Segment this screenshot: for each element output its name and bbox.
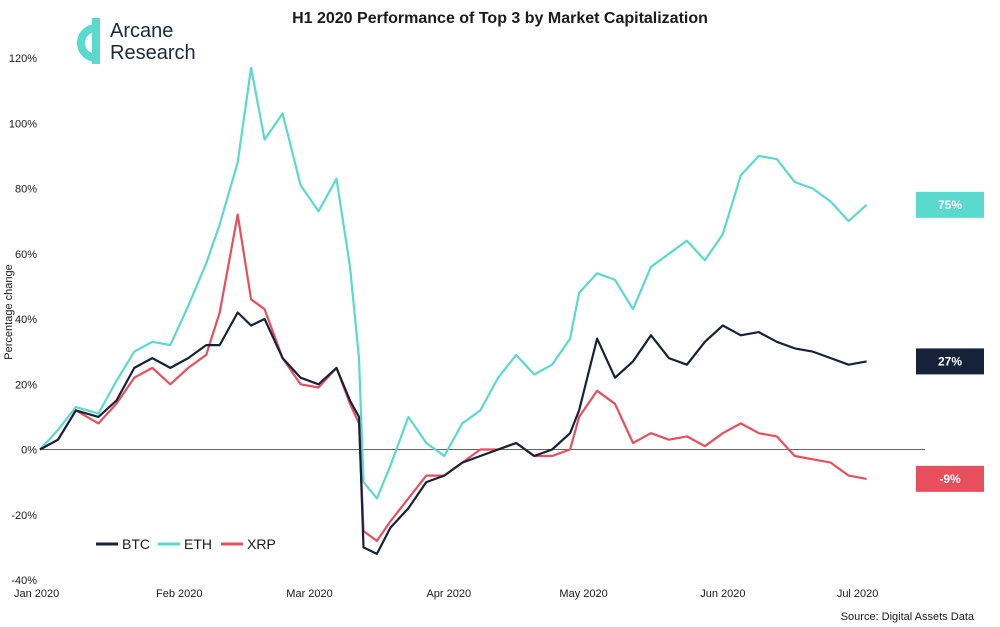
y-tick-label: 40% (15, 314, 37, 326)
series-line-btc (39, 311, 867, 556)
legend: BTC ETH XRP (96, 536, 276, 552)
end-badge-eth (916, 191, 984, 218)
end-badge-xrp (916, 465, 984, 492)
y-tick-label: -40% (11, 575, 37, 587)
y-tick-label: -20% (11, 510, 37, 522)
x-tick-label: Jun 2020 (700, 588, 745, 600)
chart-title: H1 2020 Performance of Top 3 by Market C… (292, 10, 708, 27)
end-badge-label-eth: 75% (938, 198, 962, 212)
y-tick-label: 0% (21, 445, 37, 457)
series-line-eth (39, 66, 868, 500)
end-badge-btc (916, 348, 984, 375)
end-label-badges: 27% 75% -9% (916, 191, 984, 492)
x-tick-labels: Jan 2020 Feb 2020 Mar 2020 Apr 2020 May 2020… (14, 588, 878, 600)
legend-btc-label: BTC (122, 536, 150, 552)
legend-eth-label: ETH (184, 536, 212, 552)
x-tick-label: Feb 2020 (156, 588, 202, 600)
source-note: Source: Digital Assets Data (841, 611, 975, 623)
y-tick-label: 60% (15, 249, 37, 261)
y-tick-label: 120% (9, 53, 37, 65)
brand-line2: Research (110, 42, 196, 64)
series-line-xrp (39, 213, 867, 543)
x-tick-label: Apr 2020 (426, 588, 471, 600)
x-tick-label: Mar 2020 (286, 588, 332, 600)
arcane-logo-bar (92, 18, 100, 64)
y-axis-label: Percentage change (3, 264, 15, 359)
legend-xrp-label: XRP (247, 536, 276, 552)
y-tick-label: 80% (15, 184, 37, 196)
arcane-logo-icon (77, 24, 97, 62)
end-badge-label-xrp: -9% (939, 472, 961, 486)
arcane-logo (77, 18, 100, 64)
series-lines (39, 66, 868, 556)
brand-line1: Arcane (110, 20, 173, 42)
x-tick-label: May 2020 (559, 588, 607, 600)
y-tick-labels: -40% -20% 0% 20% 40% 60% 80% 100% 120% (9, 53, 37, 587)
x-tick-label: Jan 2020 (14, 588, 59, 600)
x-tick-label: Jul 2020 (837, 588, 879, 600)
y-tick-label: 100% (9, 118, 37, 130)
y-tick-label: 20% (15, 379, 37, 391)
end-badge-label-btc: 27% (938, 354, 962, 368)
